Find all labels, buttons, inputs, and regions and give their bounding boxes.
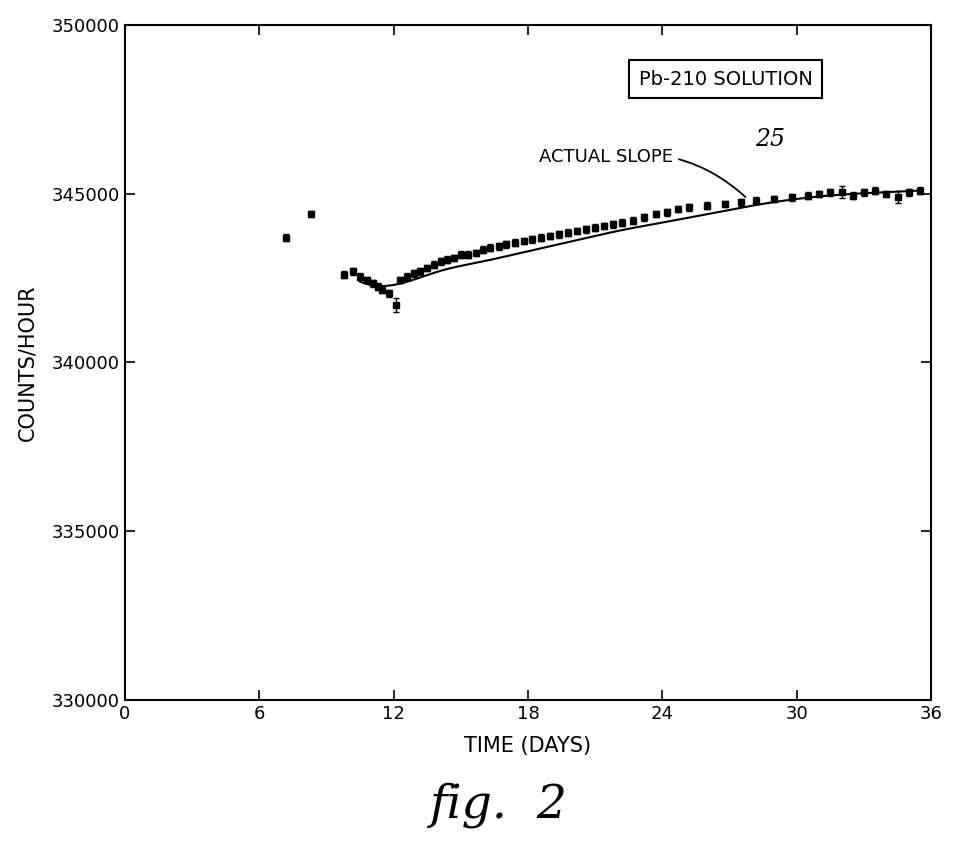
- Text: fig.  2: fig. 2: [430, 782, 568, 828]
- X-axis label: TIME (DAYS): TIME (DAYS): [465, 737, 591, 756]
- Text: Pb-210 SOLUTION: Pb-210 SOLUTION: [638, 70, 812, 89]
- Text: 25: 25: [755, 128, 785, 152]
- Text: ACTUAL SLOPE: ACTUAL SLOPE: [540, 148, 746, 197]
- Y-axis label: COUNTS/HOUR: COUNTS/HOUR: [18, 284, 37, 441]
